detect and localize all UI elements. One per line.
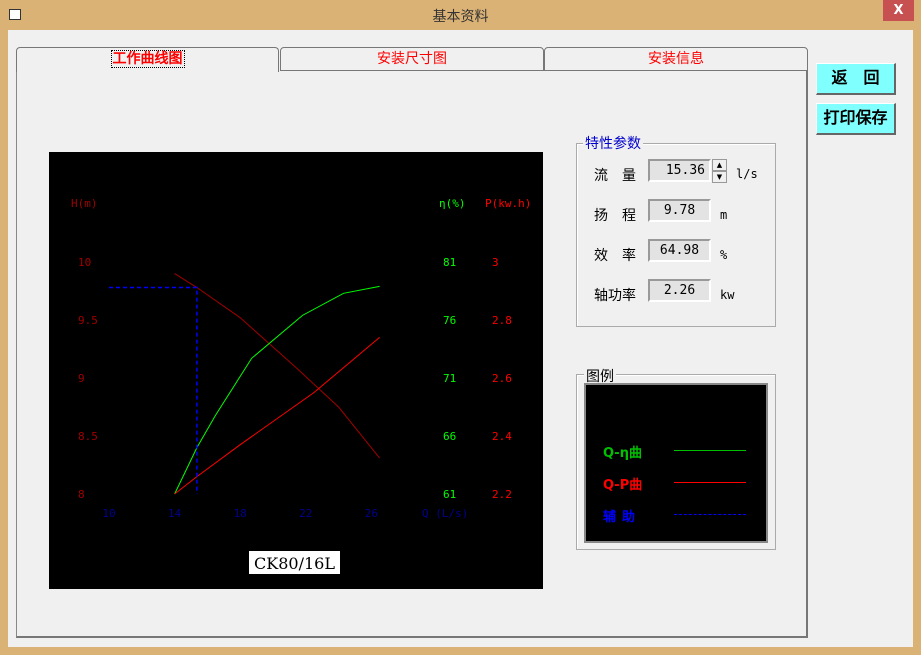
model-label-box <box>249 551 340 574</box>
tab-install-dimensions[interactable]: 安装尺寸图 <box>280 47 544 71</box>
h-axis-label: H(m) <box>71 197 98 210</box>
q-tick-label: 10 <box>102 507 115 520</box>
curve-P <box>174 337 380 495</box>
curve-H <box>174 273 380 459</box>
curve-eta <box>174 285 380 495</box>
model-label: CK80/16L <box>254 554 335 573</box>
shaft-power-unit: kw <box>720 288 735 302</box>
legend-power-line <box>674 482 746 483</box>
operating-point-guide <box>109 286 198 494</box>
head-label: 扬 程 <box>594 208 636 224</box>
close-button[interactable]: X <box>883 0 914 21</box>
power-axis-label: P(kw.h) <box>485 197 531 210</box>
h-tick-label: 8.5 <box>78 430 98 443</box>
flow-label: 流 量 <box>594 168 636 184</box>
power-tick-label: 3 <box>492 256 499 269</box>
h-tick-label: 9 <box>78 372 85 385</box>
legend-power-label: Q-P曲 <box>603 478 643 493</box>
head-value: 9.78 <box>648 199 711 222</box>
app-icon <box>9 9 21 20</box>
legend-box: Q-η曲 Q-P曲 辅助 <box>584 383 768 543</box>
spin-up-button[interactable]: ▲ <box>712 159 727 171</box>
chart-svg: H(m) η(%) P(kw.h) Q (L/s) 10 81 3 9.5 76 2.8 9… <box>71 197 531 574</box>
legend-group <box>576 374 776 550</box>
power-tick-label: 2.2 <box>492 488 512 501</box>
h-tick-label: 8 <box>78 488 85 501</box>
legend-aux-line <box>674 514 746 515</box>
efficiency-unit: % <box>720 248 728 262</box>
h-tick-label: 9.5 <box>78 314 98 327</box>
eta-axis-label: η(%) <box>439 197 466 210</box>
q-axis-label: Q (L/s) <box>422 507 468 520</box>
eta-tick-label: 66 <box>443 430 456 443</box>
legend-eta-label: Q-η曲 <box>603 446 642 461</box>
eta-tick-label: 76 <box>443 314 456 327</box>
head-unit: m <box>720 208 728 222</box>
power-tick-label: 2.6 <box>492 372 512 385</box>
tab-install-info[interactable]: 安装信息 <box>544 47 808 71</box>
legend-aux-label: 辅助 <box>603 510 642 525</box>
power-tick-label: 2.4 <box>492 430 512 443</box>
legend-title: 图例 <box>584 366 616 386</box>
eta-tick-label: 81 <box>443 256 456 269</box>
efficiency-label: 效 率 <box>594 248 636 264</box>
h-tick-label: 10 <box>78 256 91 269</box>
pump-curve-chart: H(m) η(%) P(kw.h) Q (L/s) 10 81 3 9.5 76 2.8 9… <box>49 152 543 589</box>
q-tick-label: 14 <box>168 507 182 520</box>
spin-down-button[interactable]: ▼ <box>712 171 727 183</box>
q-tick-label: 26 <box>365 507 378 520</box>
q-tick-label: 22 <box>299 507 312 520</box>
eta-tick-label: 71 <box>443 372 456 385</box>
tab-work-curve[interactable]: 工作曲线图 <box>16 47 279 72</box>
shaft-power-value: 2.26 <box>648 279 711 302</box>
params-group <box>576 143 776 327</box>
legend-eta-line <box>674 450 746 451</box>
shaft-power-label: 轴功率 <box>594 288 636 304</box>
print-save-button[interactable]: 打印保存 <box>816 103 896 135</box>
efficiency-value: 64.98 <box>648 239 711 262</box>
power-tick-label: 2.8 <box>492 314 512 327</box>
window-title: 基本资料 <box>432 9 489 25</box>
eta-tick-label: 61 <box>443 488 456 501</box>
flow-unit: l/s <box>736 167 758 181</box>
flow-input[interactable]: 15.36 <box>648 159 711 182</box>
q-tick-label: 18 <box>234 507 247 520</box>
params-title: 特性参数 <box>583 133 643 153</box>
back-button[interactable]: 返 回 <box>816 63 896 95</box>
